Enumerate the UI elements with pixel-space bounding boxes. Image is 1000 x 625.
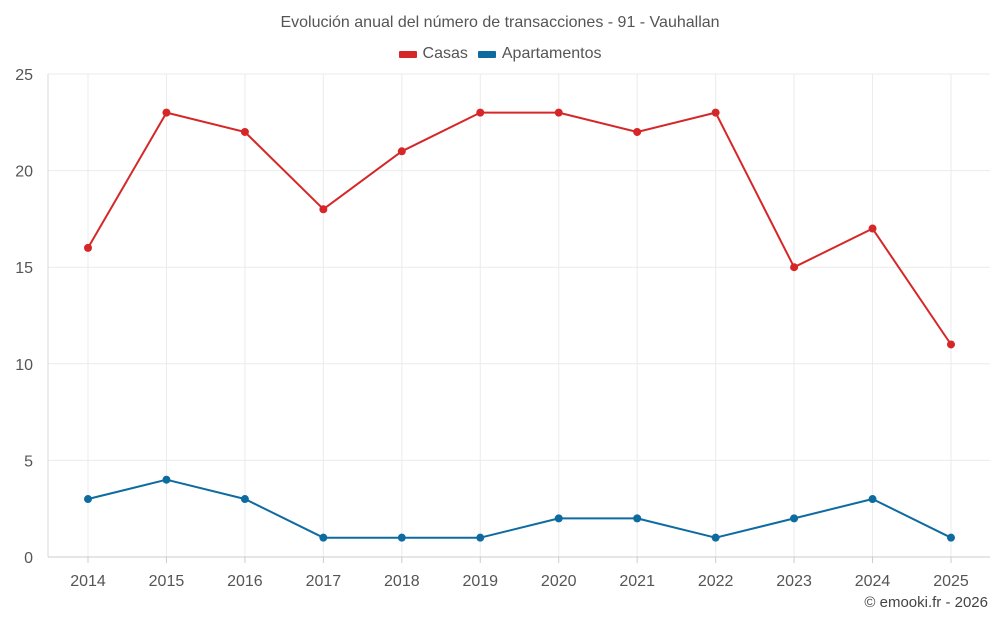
- legend-item-apartamentos[interactable]: Apartamentos: [477, 45, 602, 63]
- x-tick-label-2021: 2021: [619, 573, 655, 590]
- data-point-casas-2016: [240, 127, 249, 136]
- y-tick-label-25: 25: [15, 67, 33, 84]
- x-tick-label-2022: 2022: [698, 573, 734, 590]
- data-point-casas-2023: [790, 263, 799, 272]
- x-tick-label-2017: 2017: [306, 573, 342, 590]
- data-point-apartamentos-2016: [240, 495, 249, 504]
- data-point-casas-2020: [554, 108, 563, 117]
- data-point-apartamentos-2025: [947, 533, 955, 542]
- chart-legend: Casas Apartamentos: [0, 45, 1000, 63]
- series-line-casas: [87, 111, 952, 346]
- data-point-apartamentos-2023: [790, 514, 799, 523]
- data-point-casas-2025: [947, 340, 955, 349]
- data-point-casas-2022: [711, 108, 720, 117]
- data-point-apartamentos-2024: [868, 495, 877, 504]
- x-tick-label-2023: 2023: [776, 573, 812, 590]
- data-point-casas-2018: [397, 147, 406, 156]
- legend-swatch-apartamentos: [477, 50, 496, 58]
- data-point-casas-2015: [162, 108, 171, 117]
- copyright-credit: © emooki.fr - 2026: [864, 594, 988, 611]
- data-point-apartamentos-2014: [84, 495, 92, 504]
- x-tick-label-2014: 2014: [70, 573, 106, 590]
- series-layer: [84, 108, 955, 542]
- x-tick-label-2018: 2018: [384, 573, 420, 590]
- data-point-apartamentos-2020: [554, 514, 563, 523]
- y-tick-label-15: 15: [15, 260, 33, 277]
- chart-title: Evolución anual del número de transaccio…: [280, 14, 720, 31]
- y-tick-label-0: 0: [24, 550, 33, 567]
- legend-item-casas[interactable]: Casas: [398, 45, 468, 63]
- x-tick-label-2015: 2015: [149, 573, 185, 590]
- data-point-apartamentos-2018: [397, 533, 406, 542]
- data-point-apartamentos-2022: [711, 533, 720, 542]
- x-tick-label-2025: 2025: [933, 573, 969, 590]
- data-point-casas-2024: [868, 224, 877, 233]
- legend-label-casas: Casas: [422, 45, 468, 62]
- legend-swatch-casas: [398, 50, 417, 58]
- data-point-apartamentos-2017: [319, 533, 328, 542]
- data-point-apartamentos-2019: [476, 533, 485, 542]
- legend-label-apartamentos: Apartamentos: [501, 45, 602, 62]
- data-point-casas-2017: [319, 205, 328, 214]
- data-point-apartamentos-2021: [633, 514, 642, 523]
- data-point-casas-2014: [84, 243, 92, 252]
- data-point-apartamentos-2015: [162, 475, 171, 484]
- x-tick-label-2019: 2019: [462, 573, 498, 590]
- data-point-casas-2021: [633, 127, 642, 136]
- y-tick-label-10: 10: [15, 357, 33, 374]
- x-tick-label-2016: 2016: [227, 573, 263, 590]
- series-line-apartamentos: [87, 478, 952, 539]
- x-tick-label-2024: 2024: [855, 573, 891, 590]
- data-point-casas-2019: [476, 108, 485, 117]
- x-tick-label-2020: 2020: [541, 573, 577, 590]
- y-tick-label-5: 5: [24, 453, 33, 470]
- y-tick-label-20: 20: [15, 164, 33, 181]
- axes: [47, 74, 990, 563]
